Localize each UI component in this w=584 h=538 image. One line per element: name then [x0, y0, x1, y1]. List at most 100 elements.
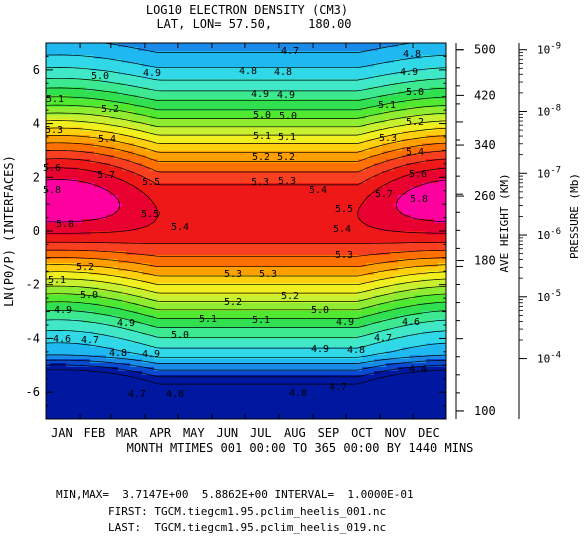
field-cell [230, 383, 235, 388]
field-cell [230, 271, 235, 276]
field-cell [66, 355, 71, 360]
field-cell [90, 247, 95, 252]
field-cell [198, 143, 203, 148]
field-cell [74, 275, 79, 280]
field-cell [218, 251, 223, 256]
field-cell [58, 367, 63, 372]
field-cell [86, 379, 91, 384]
field-cell [214, 307, 219, 312]
field-cell [162, 255, 167, 260]
field-cell [242, 135, 247, 140]
field-cell [238, 415, 243, 419]
field-cell [186, 247, 191, 252]
field-cell [166, 143, 171, 148]
field-cell [70, 375, 75, 380]
field-cell [234, 339, 239, 344]
field-cell [142, 375, 147, 380]
field-cell [222, 135, 227, 140]
field-cell [134, 347, 139, 352]
field-cell [186, 219, 191, 224]
field-cell [254, 275, 259, 280]
field-cell [174, 227, 179, 232]
field-cell [70, 143, 75, 148]
field-cell [142, 131, 147, 136]
field-cell [114, 363, 119, 368]
field-cell [258, 67, 263, 72]
field-cell [118, 207, 123, 212]
field-cell [82, 411, 87, 416]
field-cell [222, 243, 227, 248]
field-cell [62, 123, 67, 128]
field-cell [242, 279, 247, 284]
field-cell [106, 319, 111, 324]
field-cell [186, 131, 191, 136]
field-cell [74, 295, 79, 300]
field-cell [186, 387, 191, 392]
field-cell [166, 367, 171, 372]
field-cell [186, 163, 191, 168]
field-cell [114, 339, 119, 344]
field-cell [214, 327, 219, 332]
field-cell [158, 283, 163, 288]
field-cell [118, 195, 123, 200]
field-cell [110, 219, 115, 224]
field-cell [222, 127, 227, 132]
field-cell [250, 347, 255, 352]
field-cell [214, 371, 219, 376]
field-cell [186, 323, 191, 328]
field-cell [218, 79, 223, 84]
field-cell [182, 231, 187, 236]
field-cell [214, 343, 219, 348]
field-cell [238, 311, 243, 316]
field-cell [110, 415, 115, 419]
field-cell [66, 331, 71, 336]
field-cell [254, 407, 259, 412]
field-cell [174, 279, 179, 284]
field-cell [202, 171, 207, 176]
field-cell [82, 103, 87, 108]
field-cell [106, 311, 111, 316]
field-cell [54, 123, 59, 128]
field-cell [110, 395, 115, 400]
field-cell [242, 91, 247, 96]
field-cell [94, 367, 99, 372]
field-cell [202, 311, 207, 316]
field-cell [86, 223, 91, 228]
field-cell [162, 127, 167, 132]
field-cell [118, 123, 123, 128]
field-cell [190, 215, 195, 220]
field-cell [178, 123, 183, 128]
field-cell [86, 299, 91, 304]
field-cell [146, 155, 151, 160]
field-cell [126, 323, 131, 328]
field-cell [242, 207, 247, 212]
field-cell [106, 295, 111, 300]
field-cell [170, 319, 175, 324]
field-cell [142, 223, 147, 228]
field-cell [46, 171, 51, 176]
field-cell [250, 327, 255, 332]
field-cell [214, 383, 219, 388]
field-cell [194, 135, 199, 140]
field-cell [50, 251, 55, 256]
field-cell [170, 79, 175, 84]
field-cell [106, 343, 111, 348]
field-cell [170, 379, 175, 384]
field-cell [86, 195, 91, 200]
field-cell [250, 199, 255, 204]
field-cell [134, 291, 139, 296]
field-cell [98, 159, 103, 164]
field-cell [126, 99, 131, 104]
field-cell [130, 99, 135, 104]
field-cell [106, 367, 111, 372]
field-cell [190, 243, 195, 248]
field-cell [54, 275, 59, 280]
field-cell [254, 103, 259, 108]
field-cell [98, 99, 103, 104]
field-cell [190, 267, 195, 272]
field-cell [142, 147, 147, 152]
field-cell [118, 331, 123, 336]
field-cell [234, 367, 239, 372]
field-cell [58, 355, 63, 360]
field-cell [226, 267, 231, 272]
